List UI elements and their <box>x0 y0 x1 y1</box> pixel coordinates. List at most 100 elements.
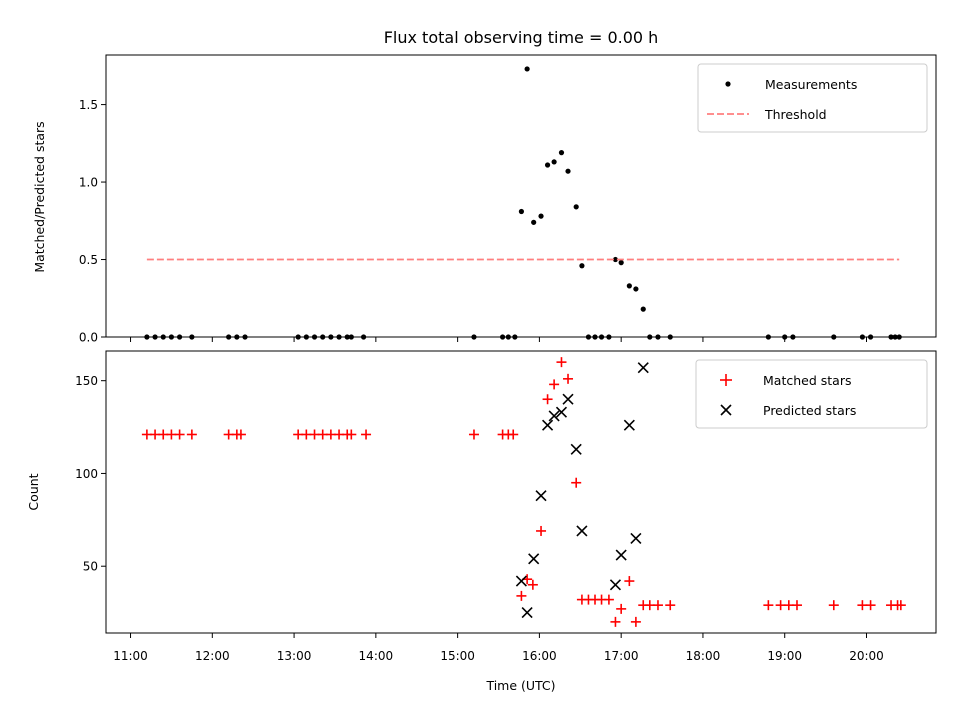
matched-star-point <box>630 616 641 627</box>
predicted-star-point <box>515 575 527 587</box>
measurement-point <box>518 208 525 215</box>
xtick-label: 18:00 <box>686 649 721 663</box>
predicted-star-point <box>570 443 582 455</box>
bottom-ytick-label: 100 <box>75 467 98 481</box>
matched-star-point <box>652 600 663 611</box>
predicted-star-point <box>548 410 560 422</box>
top-legend-box <box>697 63 928 133</box>
top-ytick-label: 1.5 <box>79 98 98 112</box>
xtick-label: 20:00 <box>849 649 884 663</box>
bottom-x-ticks: 11:00 12:00 13:00 14:00 15:00 16:00 17:00 18:00… <box>113 633 884 663</box>
x-stroke-b <box>542 419 554 431</box>
xtick-label: 19:00 <box>767 649 802 663</box>
measurement-point <box>524 66 530 72</box>
matched-star-point <box>563 373 574 384</box>
measurement-point <box>544 162 551 168</box>
legend-threshold-label: Threshold <box>764 107 827 122</box>
x-stroke-b <box>570 443 582 455</box>
matched-star-point <box>536 525 547 536</box>
matched-star-point <box>828 600 839 611</box>
x-stroke-b <box>609 579 622 591</box>
top-ytick-label: 0.0 <box>79 331 98 345</box>
matched-star-point <box>571 477 582 488</box>
matched-star-point <box>468 429 479 440</box>
matched-star-point <box>624 576 635 587</box>
x-stroke-b <box>623 419 635 431</box>
measurement-point <box>612 256 619 263</box>
legend-predicted-label: Predicted stars <box>763 403 856 418</box>
top-legend: Measurements Threshold <box>697 63 928 133</box>
measurement-point <box>640 306 646 312</box>
top-ytick-label: 1.0 <box>79 176 98 190</box>
x-stroke-b <box>562 393 574 405</box>
xtick-label: 14:00 <box>359 649 394 663</box>
predicted-star-point <box>637 362 649 374</box>
matched-star-point <box>603 594 614 605</box>
bottom-ytick-label: 150 <box>75 374 98 388</box>
measurement-point <box>579 263 585 269</box>
measurement-point <box>538 213 544 219</box>
matched-star-point <box>346 429 357 440</box>
xtick-label: 16:00 <box>522 649 557 663</box>
x-stroke-b <box>555 406 568 418</box>
matched-star-point <box>556 357 567 368</box>
legend-matched-marker <box>720 374 732 386</box>
predicted-star-point <box>630 532 642 544</box>
matched-star-point <box>549 379 560 390</box>
legend-matched-label: Matched stars <box>763 373 851 388</box>
measurement-point <box>565 168 571 174</box>
legend-measurements-marker <box>725 81 731 87</box>
x-stroke-b <box>615 549 627 561</box>
bottom-panel: Count Time (UTC) 50 100 150 11:00 12:00 13:0… <box>26 350 937 693</box>
matched-star-point <box>235 429 246 440</box>
matched-star-point <box>516 590 527 601</box>
top-y-axis-label: Matched/Predicted stars <box>32 121 47 272</box>
bottom-plot-area <box>141 357 906 627</box>
matched-star-point <box>361 429 372 440</box>
x-stroke-b <box>576 525 588 537</box>
matched-star-point <box>174 429 185 440</box>
x-stroke-b <box>548 410 560 422</box>
matched-star-point <box>527 579 538 590</box>
predicted-star-point <box>535 490 547 502</box>
measurement-point <box>626 283 632 289</box>
predicted-star-point <box>521 607 533 619</box>
top-y-ticks: 0.0 0.5 1.0 1.5 <box>79 98 106 345</box>
x-stroke-b <box>630 532 642 544</box>
predicted-star-point <box>615 549 627 561</box>
top-axes-frame <box>105 54 937 338</box>
xtick-label: 13:00 <box>277 649 312 663</box>
predicted-star-point <box>542 419 554 431</box>
predicted-star-point <box>562 393 574 405</box>
x-stroke-b <box>637 362 649 374</box>
legend-predicted-marker <box>720 404 732 416</box>
bottom-ytick-label: 50 <box>83 560 98 574</box>
matched-star-point <box>186 429 197 440</box>
legend-measurements-label: Measurements <box>765 77 857 92</box>
matched-star-point <box>895 600 906 611</box>
predicted-star-point <box>555 406 568 418</box>
top-plot-area <box>144 66 902 340</box>
matched-star-point <box>791 600 802 611</box>
matched-star-point <box>665 600 676 611</box>
matched-star-point <box>610 616 621 627</box>
top-chart-title: Flux total observing time = 0.00 h <box>384 28 659 47</box>
bottom-y-axis-label: Count <box>26 473 41 510</box>
predicted-star-point <box>576 525 588 537</box>
xtick-label: 15:00 <box>440 649 475 663</box>
x-stroke-b <box>528 553 540 565</box>
matched-star-point <box>763 600 774 611</box>
measurement-point <box>531 219 537 225</box>
xtick-label: 17:00 <box>604 649 639 663</box>
top-ytick-label: 0.5 <box>79 253 98 267</box>
measurement-point <box>633 286 639 292</box>
predicted-star-point <box>528 553 540 565</box>
x-stroke-b <box>535 490 547 502</box>
matched-star-point <box>508 429 519 440</box>
top-x-ticks <box>130 337 867 342</box>
predicted-star-point <box>609 579 622 591</box>
matched-star-point <box>542 394 553 405</box>
matched-star-point <box>865 600 876 611</box>
x-axis-label: Time (UTC) <box>485 678 555 693</box>
